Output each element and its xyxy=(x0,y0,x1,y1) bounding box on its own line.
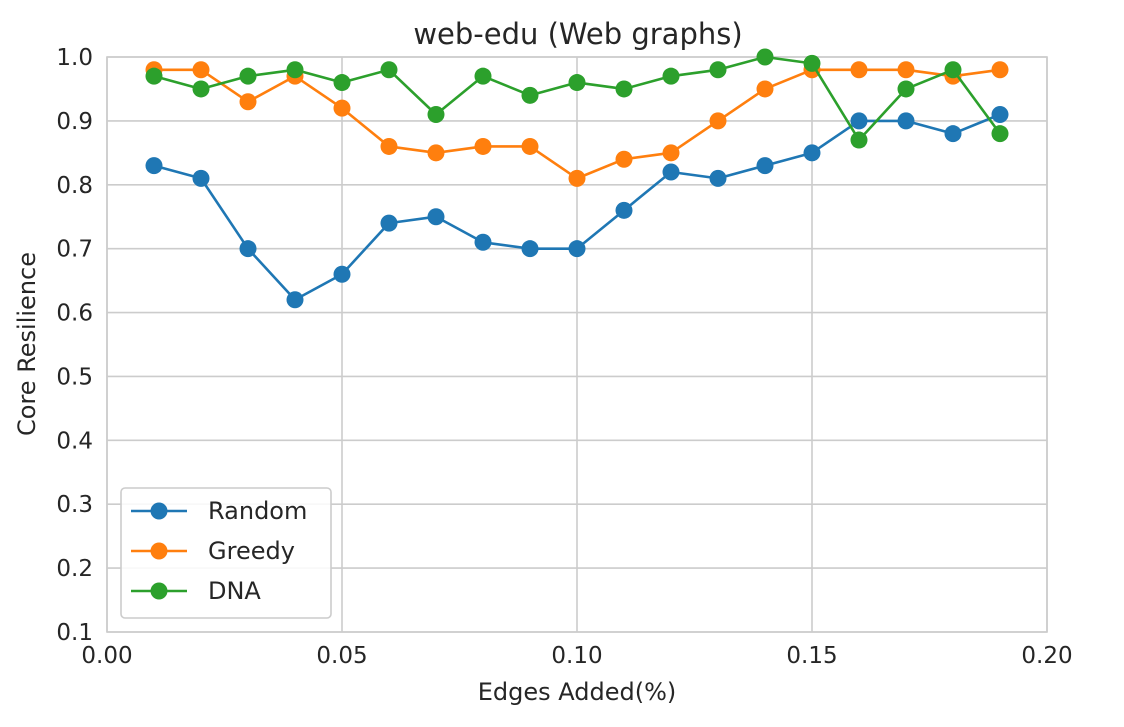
y-axis-label: Core Resilience xyxy=(13,252,41,436)
data-point-greedy xyxy=(991,61,1009,79)
data-point-greedy xyxy=(333,99,351,117)
data-point-dna xyxy=(756,48,774,66)
data-point-greedy xyxy=(239,93,257,111)
data-point-greedy xyxy=(474,137,492,155)
data-point-random xyxy=(192,169,210,187)
y-tick-label: 1.0 xyxy=(56,45,93,71)
data-point-random xyxy=(333,265,351,283)
data-point-greedy xyxy=(521,137,539,155)
data-point-dna xyxy=(474,67,492,85)
x-tick-label: 0.20 xyxy=(1021,643,1072,669)
y-tick-label: 0.2 xyxy=(56,556,93,582)
x-tick-label: 0.00 xyxy=(81,643,132,669)
legend-item-random: Random xyxy=(131,497,307,525)
data-point-dna xyxy=(239,67,257,85)
data-point-dna xyxy=(427,106,445,123)
y-tick-label: 0.6 xyxy=(56,301,93,327)
data-point-random xyxy=(662,163,680,181)
data-point-greedy xyxy=(192,61,210,79)
data-point-greedy xyxy=(568,169,586,187)
legend-label-dna: DNA xyxy=(208,577,261,605)
data-point-random xyxy=(897,112,915,130)
legend-item-greedy: Greedy xyxy=(131,537,295,565)
data-point-dna xyxy=(145,67,163,85)
x-tick-label: 0.05 xyxy=(316,643,367,669)
data-point-greedy xyxy=(756,80,774,98)
data-point-dna xyxy=(897,80,915,98)
legend-label-greedy: Greedy xyxy=(208,537,295,565)
data-point-random xyxy=(286,291,304,309)
data-point-random xyxy=(380,214,398,232)
data-point-random xyxy=(991,106,1009,123)
data-point-dna xyxy=(521,86,539,104)
data-point-dna xyxy=(568,74,586,92)
legend-label-random: Random xyxy=(208,497,307,525)
legend-box xyxy=(120,487,332,619)
data-point-dna xyxy=(944,61,962,79)
data-point-random xyxy=(756,157,774,175)
data-point-greedy xyxy=(709,112,727,130)
x-tick-label: 0.15 xyxy=(786,643,837,669)
data-point-greedy xyxy=(850,61,868,79)
data-point-random xyxy=(521,240,539,258)
data-point-random xyxy=(427,208,445,226)
data-point-greedy xyxy=(427,144,445,162)
series-dna xyxy=(145,48,1009,149)
data-point-dna xyxy=(333,74,351,92)
data-point-greedy xyxy=(380,137,398,155)
legend: Random Greedy DNA xyxy=(120,487,332,619)
data-point-random xyxy=(568,240,586,258)
data-point-greedy xyxy=(662,144,680,162)
x-tick-label: 0.10 xyxy=(551,643,602,669)
data-point-random xyxy=(850,112,868,130)
data-point-dna xyxy=(803,54,821,72)
data-point-dna xyxy=(286,61,304,79)
y-tick-label: 0.7 xyxy=(56,237,93,263)
data-point-dna xyxy=(380,61,398,79)
series-random xyxy=(145,106,1009,309)
data-point-random xyxy=(239,240,257,258)
data-point-dna xyxy=(850,131,868,149)
chart-title: web-edu (Web graphs) xyxy=(413,17,742,51)
y-tick-label: 0.5 xyxy=(56,364,93,390)
data-point-greedy xyxy=(615,150,633,168)
data-point-random xyxy=(474,233,492,251)
y-tick-label: 0.3 xyxy=(56,492,93,518)
legend-marker-random xyxy=(150,502,168,520)
legend-marker-dna xyxy=(150,582,168,600)
x-axis-label: Edges Added(%) xyxy=(478,678,677,706)
data-point-dna xyxy=(615,80,633,98)
data-point-dna xyxy=(991,125,1009,143)
legend-item-dna: DNA xyxy=(131,577,261,605)
data-point-random xyxy=(145,157,163,175)
data-point-random xyxy=(803,144,821,162)
y-tick-label: 0.4 xyxy=(56,428,93,454)
data-point-random xyxy=(709,169,727,187)
y-tick-label: 0.8 xyxy=(56,173,93,199)
y-tick-label: 0.1 xyxy=(56,620,93,646)
data-point-random xyxy=(944,125,962,143)
data-point-random xyxy=(615,201,633,219)
y-tick-label: 0.9 xyxy=(56,109,93,135)
data-point-dna xyxy=(192,80,210,98)
data-point-dna xyxy=(709,61,727,79)
data-point-dna xyxy=(662,67,680,85)
legend-marker-greedy xyxy=(150,542,168,560)
data-point-greedy xyxy=(897,61,915,79)
plot-frame xyxy=(106,56,1048,633)
